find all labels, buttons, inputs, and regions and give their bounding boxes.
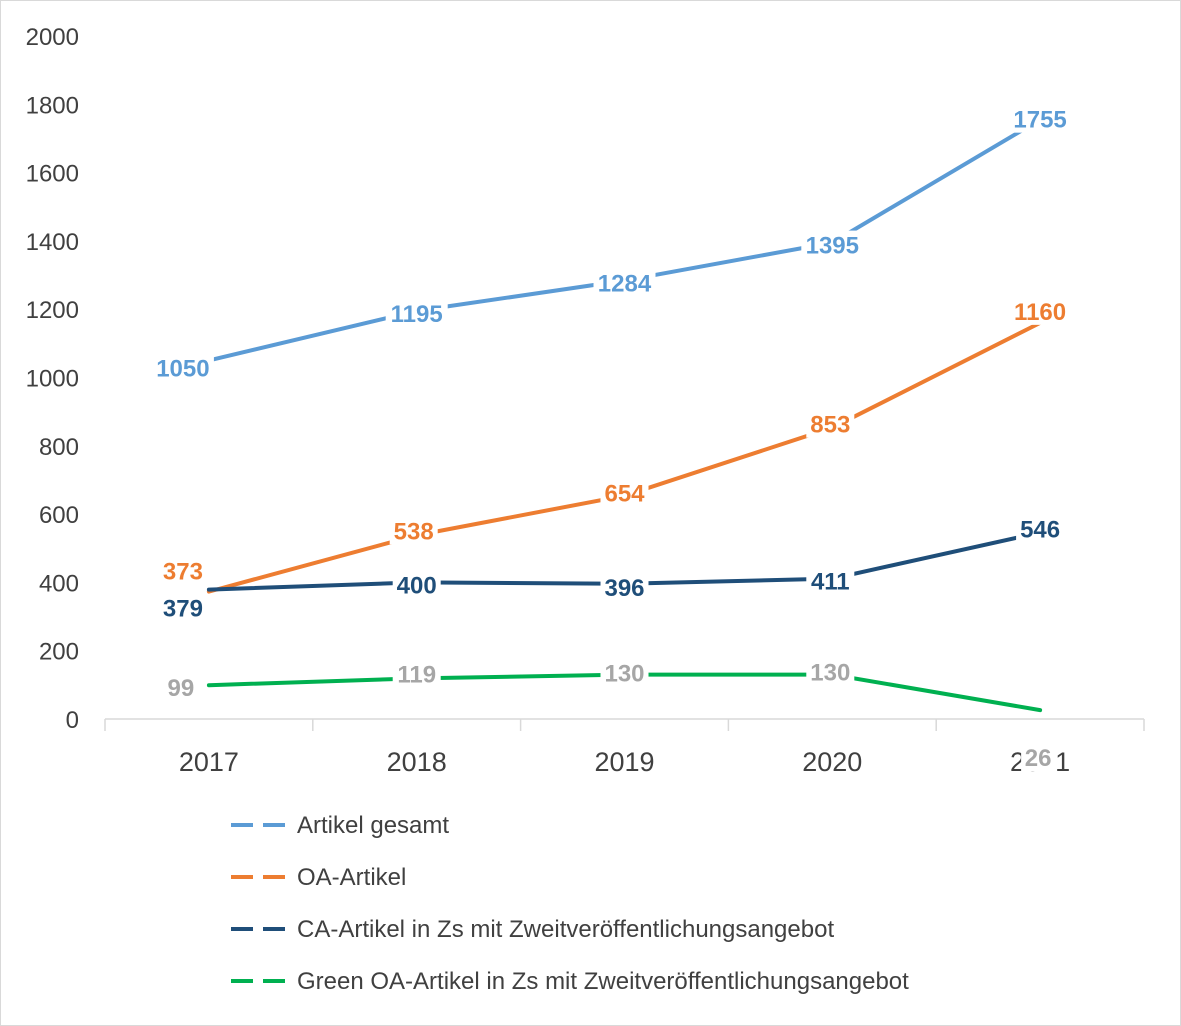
y-tick-label: 1600 (26, 161, 79, 188)
data-label-background (158, 556, 207, 585)
data-label-background (158, 593, 207, 622)
y-tick-label: 1400 (26, 229, 79, 256)
data-label-background (1021, 743, 1056, 772)
data-label: 411 (811, 569, 850, 596)
data-label: 379 (163, 596, 203, 623)
data-label: 99 (168, 675, 195, 702)
data-label: 130 (604, 661, 644, 688)
y-tick-label: 2000 (26, 24, 79, 51)
data-label: 853 (810, 412, 850, 439)
data-label: 1160 (1014, 299, 1066, 326)
data-label-background (600, 572, 649, 601)
data-label-background (600, 658, 649, 687)
data-label: 400 (397, 572, 437, 599)
y-tick-label: 1200 (26, 297, 79, 324)
data-label-background (392, 570, 441, 599)
legend: Artikel gesamt OA-Artikel CA-Artikel in Zs… (231, 812, 909, 995)
series-line (206, 320, 1043, 594)
legend-label: Artikel gesamt (297, 812, 449, 839)
data-labels: 1050 1195 1284 1395 1755 373 538 654 853 1160 379 4… (151, 104, 1072, 772)
axes: 0 200 400 600 800 1000 1200 1400 1600 1800 2000 201… (26, 24, 1145, 777)
data-label-background (600, 478, 649, 507)
data-label-background (593, 268, 656, 297)
x-tick-label: 2017 (179, 747, 239, 777)
data-label-background (1009, 296, 1072, 325)
legend-label: OA-Artikel (297, 864, 406, 891)
data-label: 654 (604, 481, 645, 508)
y-tick-label: 400 (39, 570, 79, 597)
data-label: 26 (1025, 745, 1052, 772)
data-label-background (801, 230, 864, 259)
data-label-background (151, 353, 214, 382)
y-tick-label: 1800 (26, 92, 79, 119)
y-tick-label: 800 (39, 434, 79, 461)
data-label-background (385, 298, 448, 327)
y-tick-label: 0 (66, 707, 79, 734)
x-tick-label: 2018 (387, 747, 447, 777)
data-label-background (1016, 514, 1065, 543)
data-label-background (806, 409, 855, 438)
data-label: 396 (604, 575, 644, 602)
y-tick-label: 200 (39, 639, 79, 666)
data-label-background (163, 673, 198, 702)
series-lines (206, 117, 1043, 713)
data-label: 538 (394, 518, 434, 545)
x-tick-label: 2019 (594, 747, 654, 777)
data-label: 373 (163, 559, 203, 586)
y-tick-label: 600 (39, 502, 79, 529)
data-label-background (392, 659, 441, 688)
data-label-background (806, 566, 855, 595)
data-label: 1050 (156, 355, 209, 382)
data-label: 119 (397, 661, 436, 688)
legend-label: Green OA-Artikel in Zs mit Zweitveröffen… (297, 968, 909, 995)
data-label: 546 (1020, 517, 1060, 544)
legend-label: CA-Artikel in Zs mit Zweitveröffentlichu… (297, 916, 834, 943)
data-label: 1195 (391, 301, 443, 328)
data-label-background (806, 657, 855, 686)
data-label: 130 (810, 660, 850, 687)
y-tick-label: 1000 (26, 366, 79, 393)
data-label-background (389, 516, 438, 545)
series-line (206, 117, 1043, 363)
data-label: 1395 (806, 233, 859, 260)
x-tick-label: 2020 (802, 747, 862, 777)
data-label: 1284 (598, 271, 652, 298)
data-label-background (1009, 104, 1072, 133)
data-label: 1755 (1013, 107, 1066, 134)
